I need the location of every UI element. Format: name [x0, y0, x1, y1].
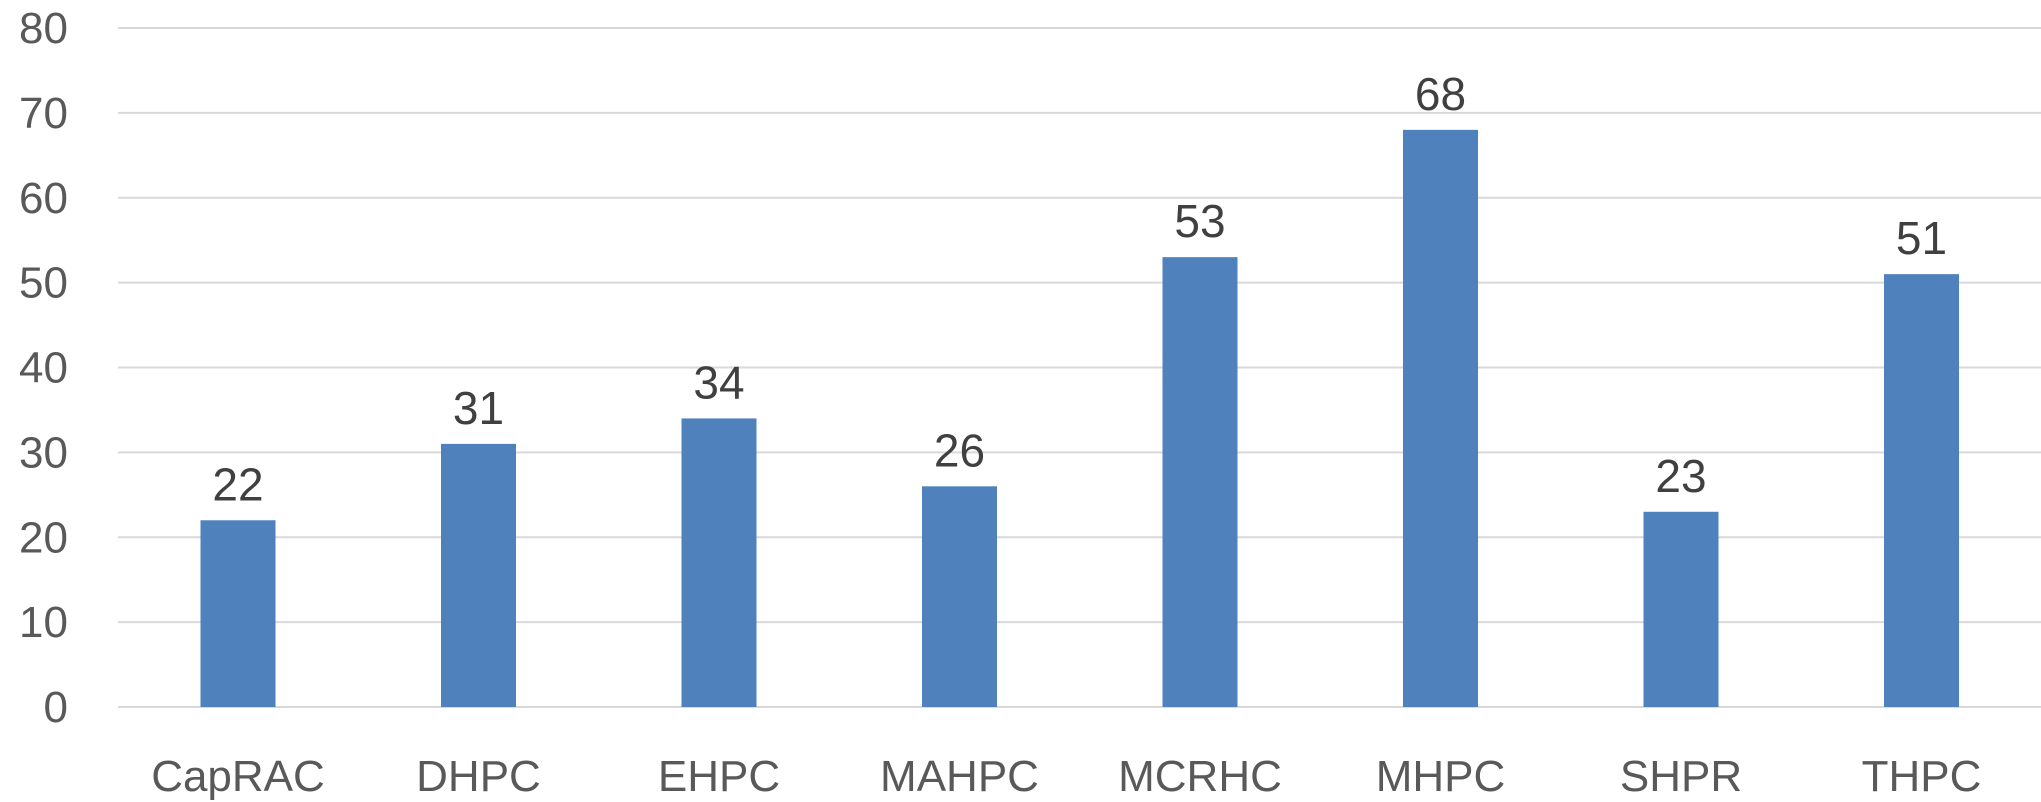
data-label-shpr: 23 [1655, 450, 1706, 502]
data-label-mcrhc: 53 [1174, 195, 1225, 247]
gridlines [118, 27, 2041, 708]
bar-mhpc [1403, 129, 1478, 708]
bar-mcrhc [1162, 257, 1238, 707]
y-tick-label-60: 60 [19, 174, 68, 223]
x-tick-label-dhpc: DHPC [416, 752, 541, 801]
data-label-mhpc: 68 [1415, 68, 1466, 120]
bar-dhpc [441, 443, 516, 707]
bars [200, 129, 1959, 708]
data-label-dhpc: 31 [453, 382, 504, 434]
y-tick-label-10: 10 [19, 598, 68, 647]
data-label-caprac: 22 [212, 458, 263, 510]
y-tick-label-30: 30 [19, 428, 68, 477]
x-axis-tick-labels: CapRAC DHPC EHPC MAHPC MCRHC MHPC SHPR THPC [151, 752, 1981, 801]
x-tick-label-mcrhc: MCRHC [1118, 752, 1282, 801]
data-label-ehpc: 34 [693, 356, 744, 408]
bar-caprac [200, 520, 276, 707]
y-tick-label-80: 80 [19, 4, 68, 53]
bar-thpc [1884, 274, 1959, 707]
x-tick-label-mhpc: MHPC [1376, 752, 1506, 801]
x-tick-label-shpr: SHPR [1620, 752, 1742, 801]
data-label-thpc: 51 [1896, 212, 1947, 264]
y-tick-label-70: 70 [19, 89, 68, 138]
bar-shpr [1643, 511, 1719, 707]
bar-ehpc [681, 418, 757, 707]
y-tick-label-0: 0 [44, 683, 68, 732]
x-tick-label-mahpc: MAHPC [880, 752, 1039, 801]
x-tick-label-thpc: THPC [1862, 752, 1982, 801]
x-tick-label-ehpc: EHPC [658, 752, 780, 801]
data-labels: 22 31 34 26 53 68 23 51 [212, 68, 1947, 510]
y-axis-tick-labels: 0 10 20 30 40 50 60 70 80 [19, 4, 68, 732]
bar-mahpc [922, 486, 997, 707]
y-tick-label-50: 50 [19, 259, 68, 308]
data-label-mahpc: 26 [934, 424, 985, 476]
y-tick-label-40: 40 [19, 344, 68, 393]
y-tick-label-20: 20 [19, 513, 68, 562]
x-tick-label-caprac: CapRAC [151, 752, 325, 801]
